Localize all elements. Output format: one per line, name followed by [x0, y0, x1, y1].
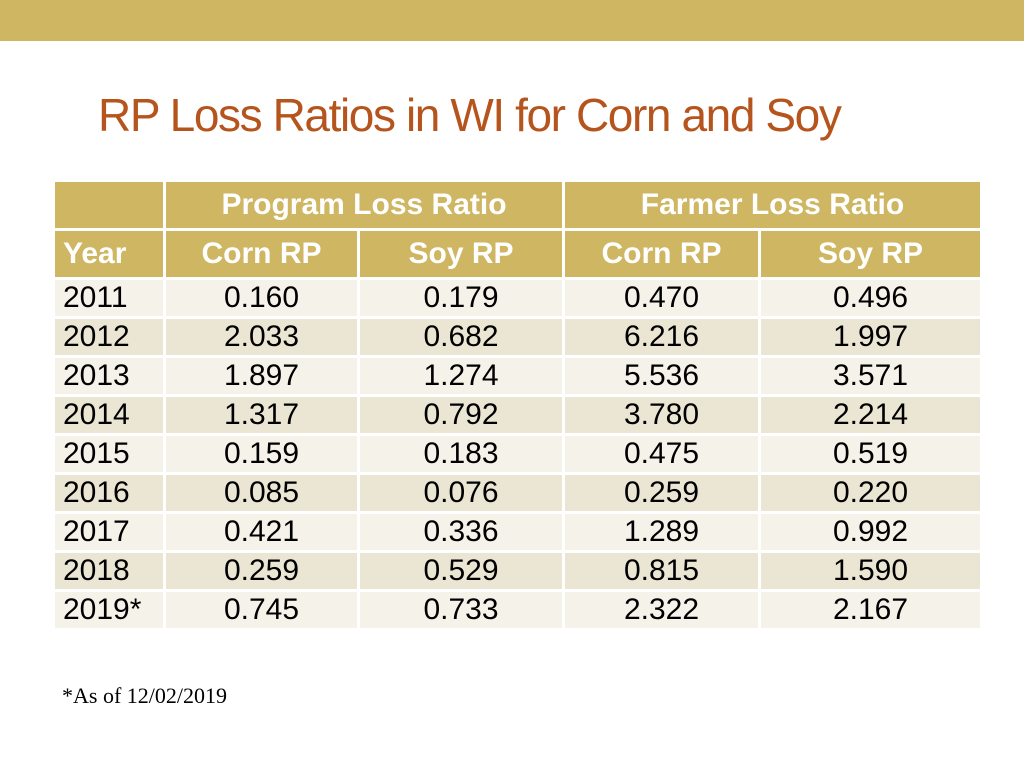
value-cell: 0.496: [758, 277, 983, 319]
year-cell: 2018: [52, 550, 166, 592]
footnote: *As of 12/02/2019: [62, 683, 227, 708]
value-cell: 0.470: [562, 277, 761, 319]
value-cell: 0.179: [357, 277, 565, 319]
value-cell: 0.529: [357, 550, 565, 592]
top-accent-bar: [0, 0, 1024, 41]
value-cell: 0.745: [163, 589, 360, 631]
value-cell: 0.160: [163, 277, 360, 319]
value-cell: 3.780: [562, 394, 761, 436]
value-cell: 6.216: [562, 316, 761, 358]
table-row: 2012 2.033 0.682 6.216 1.997: [52, 316, 983, 358]
year-cell: 2016: [52, 472, 166, 514]
year-cell: 2012: [52, 316, 166, 358]
year-cell: 2013: [52, 355, 166, 397]
value-cell: 0.519: [758, 433, 983, 475]
value-cell: 0.085: [163, 472, 360, 514]
table-row: 2018 0.259 0.529 0.815 1.590: [52, 550, 983, 592]
table-row: 2016 0.085 0.076 0.259 0.220: [52, 472, 983, 514]
value-cell: 2.167: [758, 589, 983, 631]
value-cell: 0.259: [562, 472, 761, 514]
year-cell: 2014: [52, 394, 166, 436]
value-cell: 2.033: [163, 316, 360, 358]
column-header-farmer-corn: Corn RP: [562, 228, 761, 280]
value-cell: 1.289: [562, 511, 761, 553]
group-header-program: Program Loss Ratio: [163, 179, 565, 231]
column-header-year: Year: [52, 228, 166, 280]
value-cell: 1.274: [357, 355, 565, 397]
value-cell: 1.897: [163, 355, 360, 397]
group-header-row: Program Loss Ratio Farmer Loss Ratio: [52, 179, 983, 231]
value-cell: 0.792: [357, 394, 565, 436]
table-row: 2019* 0.745 0.733 2.322 2.167: [52, 589, 983, 631]
value-cell: 3.571: [758, 355, 983, 397]
value-cell: 2.322: [562, 589, 761, 631]
group-header-farmer: Farmer Loss Ratio: [562, 179, 983, 231]
value-cell: 0.992: [758, 511, 983, 553]
loss-ratio-table: Program Loss Ratio Farmer Loss Ratio Yea…: [52, 179, 983, 631]
table-row: 2013 1.897 1.274 5.536 3.571: [52, 355, 983, 397]
value-cell: 0.475: [562, 433, 761, 475]
column-header-row: Year Corn RP Soy RP Corn RP Soy RP: [52, 228, 983, 280]
value-cell: 5.536: [562, 355, 761, 397]
table-row: 2011 0.160 0.179 0.470 0.496: [52, 277, 983, 319]
year-cell: 2015: [52, 433, 166, 475]
table-row: 2015 0.159 0.183 0.475 0.519: [52, 433, 983, 475]
column-header-program-corn: Corn RP: [163, 228, 360, 280]
value-cell: 0.183: [357, 433, 565, 475]
value-cell: 0.259: [163, 550, 360, 592]
value-cell: 1.317: [163, 394, 360, 436]
column-header-program-soy: Soy RP: [357, 228, 565, 280]
value-cell: 0.815: [562, 550, 761, 592]
year-cell: 2011: [52, 277, 166, 319]
table-row: 2014 1.317 0.792 3.780 2.214: [52, 394, 983, 436]
value-cell: 0.159: [163, 433, 360, 475]
value-cell: 0.421: [163, 511, 360, 553]
value-cell: 0.076: [357, 472, 565, 514]
value-cell: 2.214: [758, 394, 983, 436]
table-row: 2017 0.421 0.336 1.289 0.992: [52, 511, 983, 553]
group-header-blank: [52, 179, 166, 231]
year-cell: 2019*: [52, 589, 166, 631]
value-cell: 1.590: [758, 550, 983, 592]
page-title: RP Loss Ratios in WI for Corn and Soy: [98, 89, 842, 141]
value-cell: 0.733: [357, 589, 565, 631]
value-cell: 0.682: [357, 316, 565, 358]
value-cell: 1.997: [758, 316, 983, 358]
value-cell: 0.220: [758, 472, 983, 514]
year-cell: 2017: [52, 511, 166, 553]
column-header-farmer-soy: Soy RP: [758, 228, 983, 280]
value-cell: 0.336: [357, 511, 565, 553]
